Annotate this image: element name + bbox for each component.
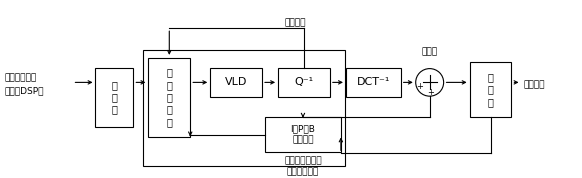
Bar bbox=[470, 62, 512, 117]
Text: +: + bbox=[416, 82, 423, 91]
Text: 帧
重
排: 帧 重 排 bbox=[488, 72, 494, 107]
Text: 视频输出: 视频输出 bbox=[523, 80, 545, 89]
Text: 加法器: 加法器 bbox=[421, 47, 438, 56]
Bar bbox=[95, 68, 133, 127]
Text: 去
混
合
电
路: 去 混 合 电 路 bbox=[166, 67, 172, 127]
Text: VLD: VLD bbox=[225, 77, 247, 87]
Text: 缓
冲
器: 缓 冲 器 bbox=[112, 80, 118, 115]
Bar bbox=[148, 58, 190, 137]
Text: I、P、B
帧存储器: I、P、B 帧存储器 bbox=[290, 124, 315, 145]
Bar bbox=[278, 68, 330, 97]
Bar bbox=[143, 50, 345, 166]
Bar bbox=[346, 68, 401, 97]
Text: 模式控制信号: 模式控制信号 bbox=[287, 167, 319, 176]
Text: DCT⁻¹: DCT⁻¹ bbox=[357, 77, 390, 87]
Text: （来自DSP）: （来自DSP） bbox=[5, 87, 44, 96]
Circle shape bbox=[416, 69, 443, 96]
Bar bbox=[210, 68, 262, 97]
Text: +: + bbox=[428, 88, 435, 97]
Text: 运动矢量及编码: 运动矢量及编码 bbox=[284, 157, 322, 166]
Bar bbox=[265, 117, 341, 152]
Text: 量化步长: 量化步长 bbox=[284, 18, 306, 27]
Text: 压缩编码输入: 压缩编码输入 bbox=[5, 73, 37, 82]
Text: Q⁻¹: Q⁻¹ bbox=[294, 77, 314, 87]
